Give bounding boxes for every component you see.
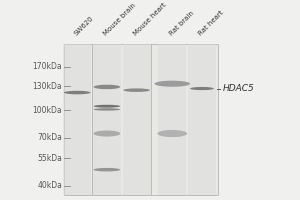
Ellipse shape: [123, 88, 150, 92]
Text: HDAC5: HDAC5: [223, 84, 255, 93]
Ellipse shape: [94, 85, 120, 89]
Text: SW620: SW620: [73, 15, 94, 36]
Text: 40kDa: 40kDa: [38, 181, 62, 190]
Bar: [188, 44, 216, 195]
Text: Mouse brain: Mouse brain: [103, 2, 137, 36]
Bar: [64, 44, 218, 195]
Ellipse shape: [154, 81, 190, 87]
Text: Rat heart: Rat heart: [198, 9, 225, 36]
Ellipse shape: [94, 105, 120, 108]
Bar: [93, 44, 121, 195]
Text: Mouse heart: Mouse heart: [132, 1, 167, 36]
Text: Rat brain: Rat brain: [168, 10, 195, 36]
Ellipse shape: [94, 108, 120, 111]
Ellipse shape: [94, 130, 120, 137]
Bar: [122, 44, 151, 195]
Text: 55kDa: 55kDa: [38, 154, 62, 163]
Bar: [158, 44, 186, 195]
Text: 100kDa: 100kDa: [33, 106, 62, 115]
Ellipse shape: [64, 91, 91, 94]
Ellipse shape: [94, 168, 120, 171]
Ellipse shape: [158, 130, 187, 137]
Ellipse shape: [190, 87, 214, 90]
Bar: [63, 44, 91, 195]
Text: 70kDa: 70kDa: [38, 133, 62, 142]
Text: 130kDa: 130kDa: [33, 82, 62, 91]
Text: 170kDa: 170kDa: [33, 62, 62, 71]
